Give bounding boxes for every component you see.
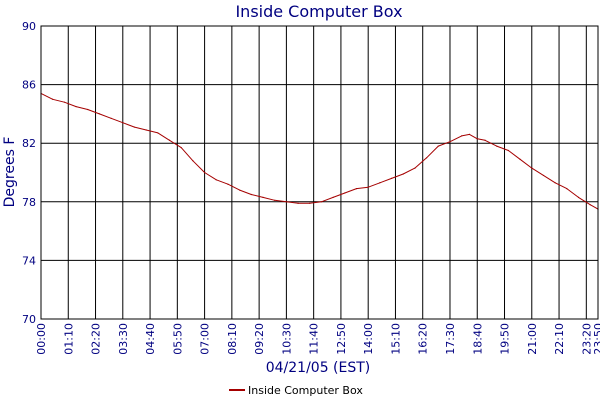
data-point [531, 167, 533, 169]
data-point [110, 117, 112, 119]
data-point [98, 113, 101, 115]
y-tick-label: 90 [22, 20, 36, 33]
data-point [468, 133, 471, 136]
legend-label: Inside Computer Box [248, 384, 363, 397]
data-point [367, 186, 369, 188]
data-point [133, 126, 136, 128]
data-point [390, 177, 393, 179]
series-line [40, 92, 599, 210]
data-point [180, 146, 182, 149]
data-point [507, 149, 510, 152]
x-tick-label: 07:00 [199, 323, 212, 355]
data-point [157, 132, 159, 134]
y-tick-label: 78 [22, 196, 36, 209]
series-group [40, 92, 599, 210]
data-point [227, 183, 229, 185]
y-tick-label: 82 [22, 137, 36, 150]
x-tick-label: 19:50 [499, 323, 512, 355]
x-axis-label: 04/21/05 (EST) [266, 360, 371, 376]
data-point [297, 202, 299, 204]
y-axis-label: Degrees F [2, 137, 18, 208]
data-point [476, 138, 478, 140]
data-point [519, 158, 521, 160]
y-tick-label: 86 [22, 79, 36, 92]
x-tick-label: 16:20 [417, 323, 430, 355]
data-point [87, 108, 89, 111]
data-point [542, 174, 545, 177]
data-point [484, 139, 486, 141]
x-tick-label: 21:00 [526, 323, 539, 355]
x-tick-label: 04:40 [144, 323, 157, 355]
data-point [332, 196, 334, 199]
data-point [168, 139, 171, 141]
chart-title: Inside Computer Box [235, 2, 402, 21]
x-tick-label: 03:30 [117, 323, 130, 355]
data-point [285, 201, 287, 203]
x-tick-label: 01:10 [62, 323, 75, 355]
data-point [215, 179, 217, 181]
x-tick-label: 18:40 [471, 323, 484, 355]
legend: Inside Computer Box [229, 384, 363, 397]
data-point [355, 188, 358, 190]
x-tick-label: 12:50 [335, 323, 348, 355]
tick-labels: 70 74 78 82 86 90 00:00 01:10 02:20 03:30 04:40 05:… [22, 20, 600, 355]
data-point [145, 129, 147, 131]
x-tick-label: 14:00 [362, 323, 375, 355]
data-point [577, 196, 580, 199]
x-tick-label: 23:50 [592, 323, 600, 355]
data-point [566, 188, 568, 190]
data-point [402, 173, 404, 175]
data-point [52, 98, 54, 100]
x-tick-label: 09:20 [253, 323, 266, 355]
data-point [250, 193, 252, 196]
data-point [320, 201, 323, 203]
data-point [344, 192, 346, 194]
x-tick-label: 10:30 [280, 323, 293, 355]
plot-border [40, 25, 599, 320]
x-tick-label: 11:40 [308, 323, 321, 355]
data-point [192, 160, 194, 162]
x-tick-label: 02:20 [90, 323, 103, 355]
data-point [449, 141, 451, 143]
data-point [203, 171, 206, 174]
x-tick-label: 17:30 [444, 323, 457, 355]
data-point [589, 204, 591, 206]
y-tick-label: 74 [22, 254, 36, 267]
data-point [309, 202, 311, 204]
data-point [437, 145, 439, 147]
y-tick-label: 70 [22, 313, 36, 326]
data-point [379, 182, 381, 184]
data-point [75, 105, 77, 108]
x-tick-label: 22:10 [553, 323, 566, 355]
data-point [554, 182, 556, 184]
x-tick-label: 08:10 [226, 323, 239, 355]
data-point [426, 157, 428, 159]
data-point [461, 135, 463, 137]
x-tick-label: 00:00 [35, 323, 48, 355]
grid [40, 25, 599, 320]
data-point [414, 167, 416, 169]
x-tick-label: 23:20 [580, 323, 593, 355]
x-tick-label: 15:10 [389, 323, 402, 355]
data-point [262, 196, 264, 199]
data-point [63, 101, 65, 103]
data-point [496, 145, 498, 147]
data-point [274, 199, 276, 201]
data-point [239, 189, 241, 191]
data-point [122, 122, 124, 124]
x-tick-label: 05:50 [171, 323, 184, 355]
